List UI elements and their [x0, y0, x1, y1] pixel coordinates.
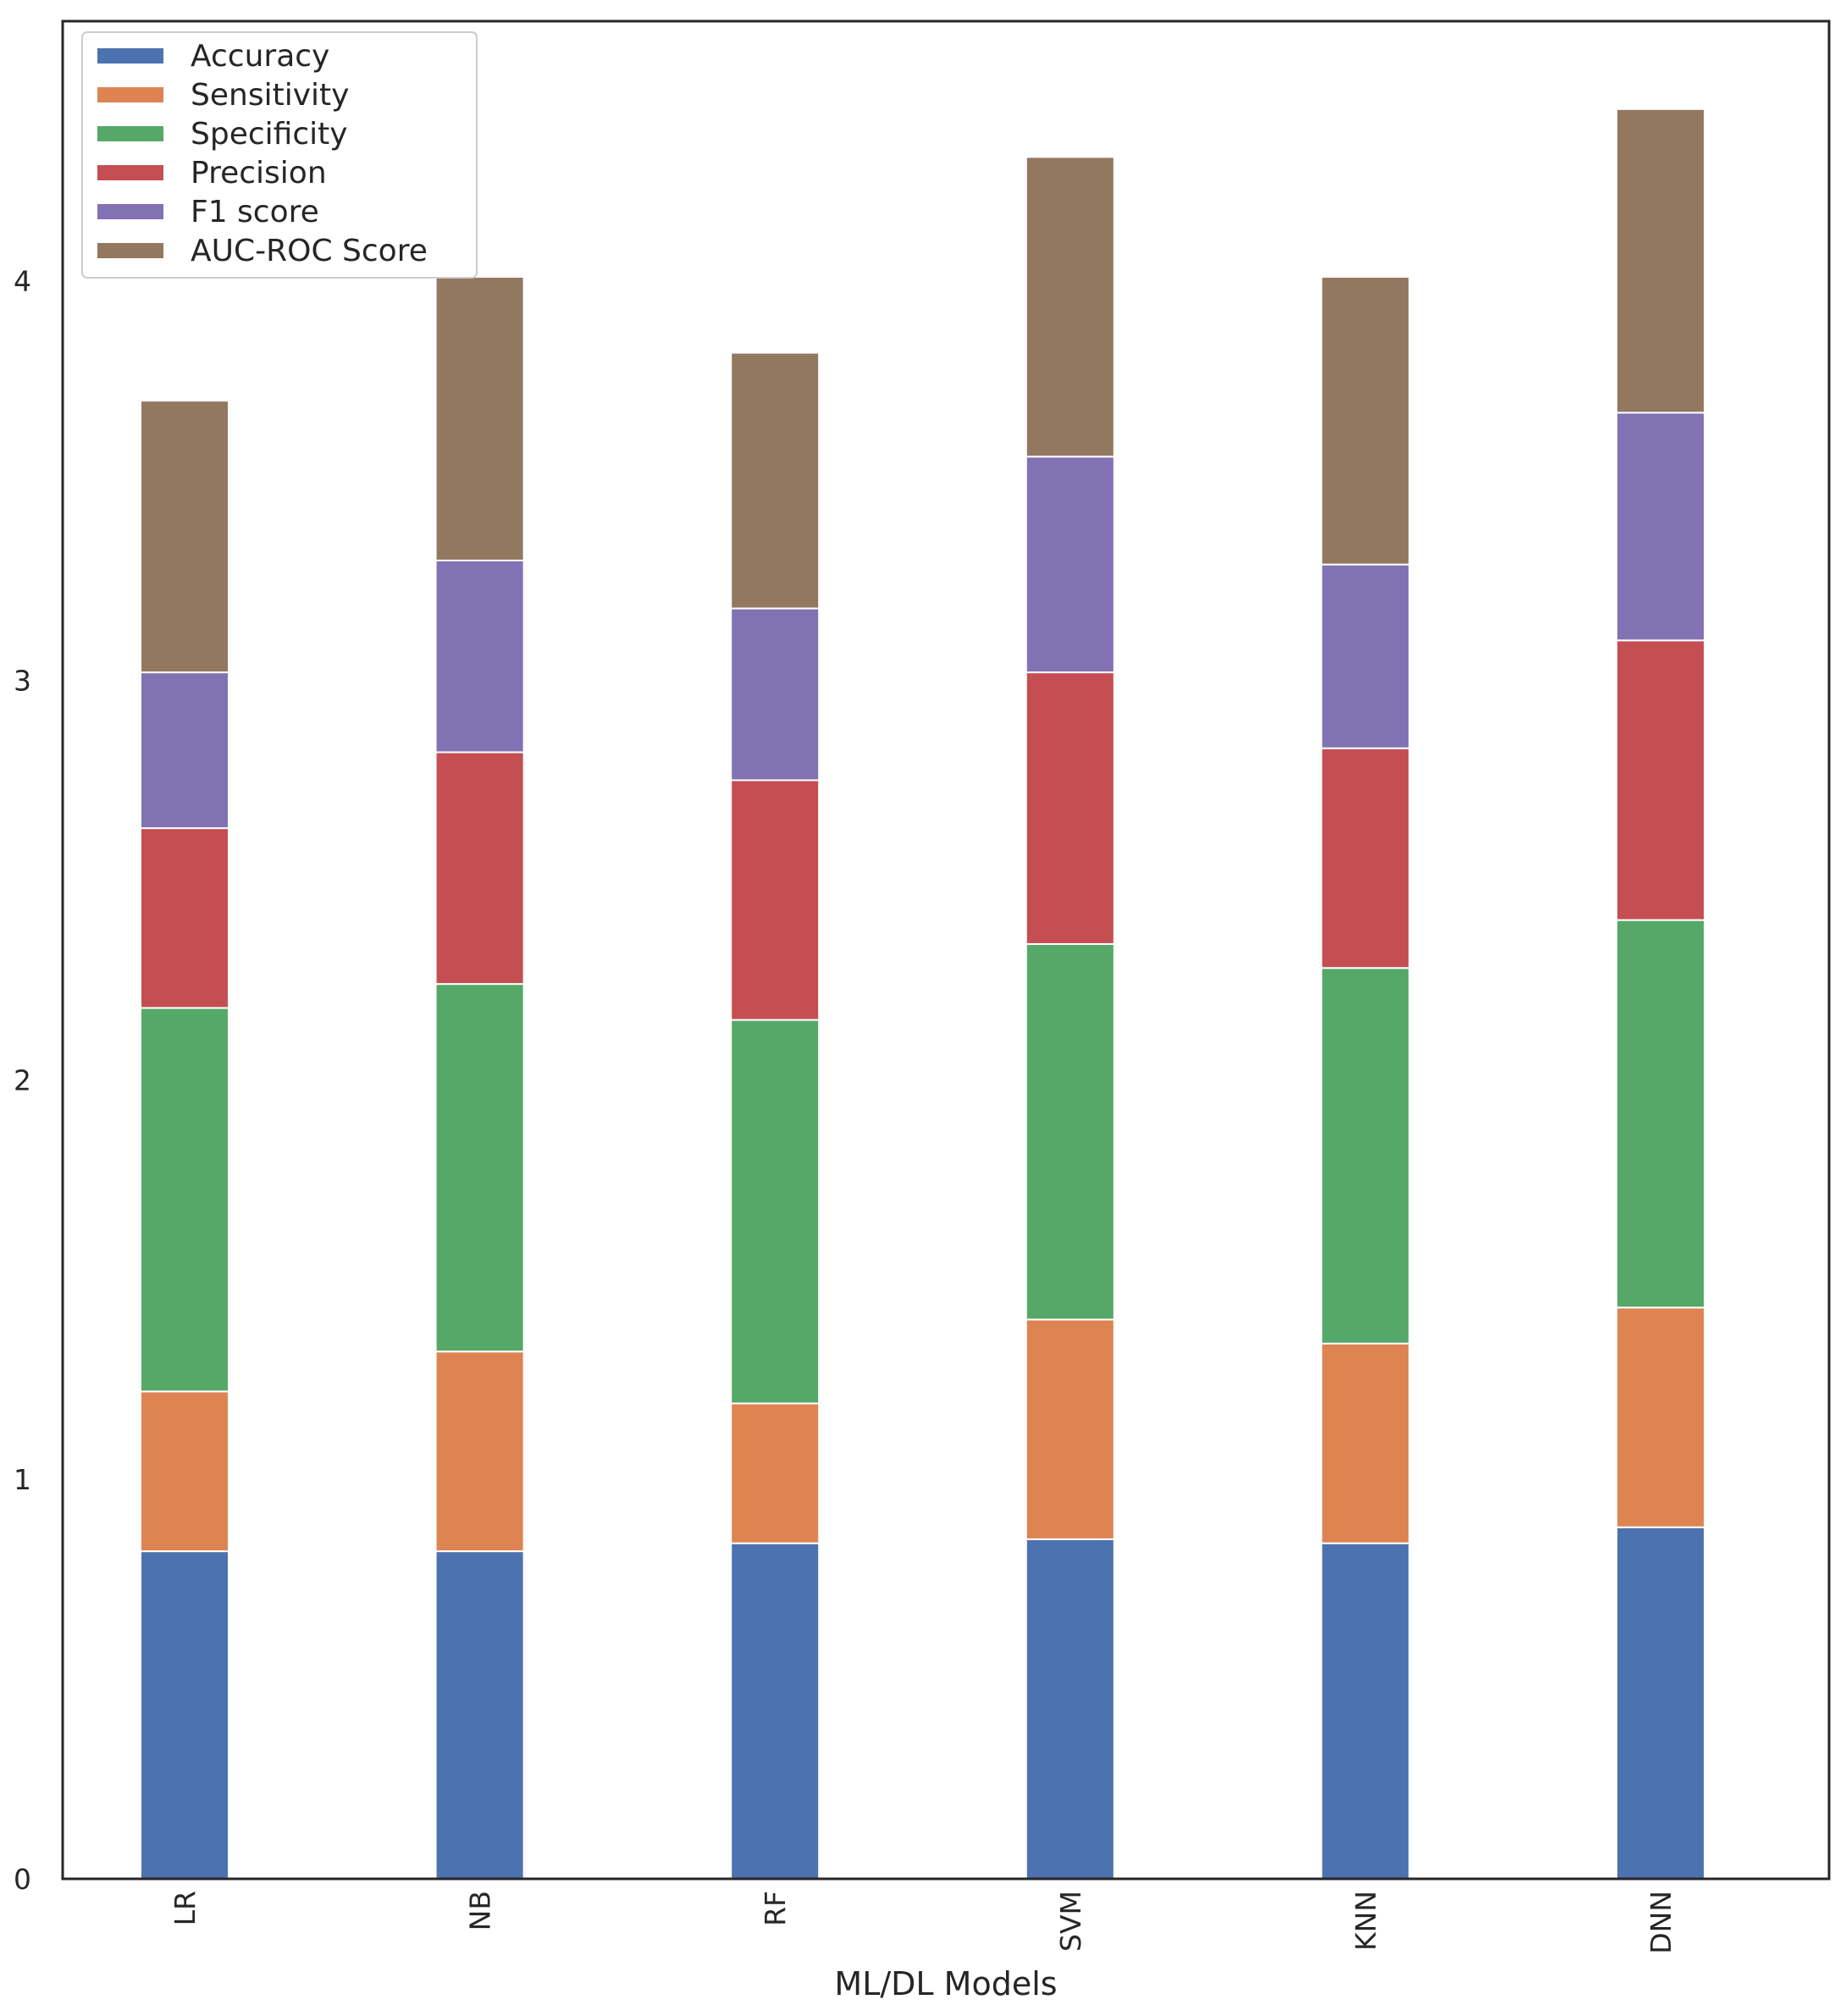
bar-knn-accuracy [1320, 1542, 1411, 1881]
x-tick-label: KNN [1349, 1891, 1382, 1951]
legend-swatch [97, 48, 163, 64]
legend-swatch [97, 126, 163, 141]
legend: Accuracy Sensitivity Specificity Precision F… [81, 31, 478, 279]
bars-layer [140, 108, 1705, 1881]
legend-label: F1 score [191, 195, 319, 229]
legend-label: Specificity [191, 117, 348, 152]
legend-swatch [97, 204, 163, 219]
x-tick-label: RF [759, 1891, 792, 1926]
y-axis: 0 1 2 3 4 [14, 265, 31, 1896]
bar-nb-auc-roc-score [434, 275, 525, 561]
bar-svm-sensitivity [1025, 1318, 1115, 1540]
bar-dnn-precision [1616, 639, 1705, 921]
legend-swatch [97, 243, 163, 258]
bar-dnn-specificity [1616, 919, 1705, 1309]
legend-swatch [97, 165, 163, 180]
bar-knn-f1-score [1320, 563, 1411, 749]
bar-svm-f1-score [1025, 456, 1115, 674]
x-axis-title: ML/DL Models [834, 1965, 1057, 2002]
bar-rf-f1-score [730, 607, 821, 782]
bar-svm-accuracy [1025, 1538, 1115, 1881]
x-tick-label: LR [169, 1891, 202, 1925]
x-tick-label: SVM [1054, 1891, 1087, 1952]
y-tick-label: 2 [14, 1063, 31, 1096]
bar-rf-accuracy [730, 1542, 821, 1881]
bar-svm-auc-roc-score [1025, 156, 1115, 458]
y-tick-label: 0 [14, 1863, 31, 1896]
bar-lr-auc-roc-score [140, 400, 229, 674]
bar-svm-precision [1025, 671, 1115, 945]
y-tick-label: 1 [14, 1463, 31, 1496]
bar-svm-specificity [1025, 942, 1115, 1321]
bar-rf-precision [730, 779, 821, 1021]
bar-lr-sensitivity [140, 1390, 229, 1553]
bar-nb-sensitivity [434, 1350, 525, 1553]
bar-knn-auc-roc-score [1320, 275, 1411, 566]
bar-dnn-auc-roc-score [1616, 108, 1705, 414]
bar-nb-specificity [434, 983, 525, 1353]
plot-frame [61, 19, 1831, 1881]
y-tick-label: 3 [14, 665, 31, 698]
bar-dnn-f1-score [1616, 411, 1705, 642]
bar-dnn-accuracy [1616, 1526, 1705, 1880]
x-tick-label: NB [464, 1891, 497, 1930]
legend-label: Precision [191, 156, 327, 191]
bar-knn-sensitivity [1320, 1342, 1411, 1544]
legend-label: AUC-ROC Score [191, 234, 428, 268]
bar-knn-precision [1320, 747, 1411, 969]
bar-rf-sensitivity [730, 1402, 821, 1544]
x-axis: LR NB RF SVM KNN DNN [169, 1891, 1677, 1954]
bar-lr-f1-score [140, 671, 229, 830]
legend-box [81, 31, 478, 279]
bar-lr-precision [140, 827, 229, 1009]
bar-nb-accuracy [434, 1550, 525, 1880]
bar-nb-precision [434, 751, 525, 986]
bar-lr-specificity [140, 1007, 229, 1393]
legend-swatch [97, 87, 163, 102]
bar-rf-auc-roc-score [730, 351, 821, 610]
legend-label: Sensitivity [191, 78, 349, 113]
x-tick-label: DNN [1644, 1891, 1677, 1954]
bar-dnn-sensitivity [1616, 1306, 1705, 1528]
bar-rf-specificity [730, 1019, 821, 1405]
bar-nb-f1-score [434, 559, 525, 754]
y-tick-label: 4 [14, 265, 31, 298]
legend-label: Accuracy [191, 39, 329, 74]
bar-knn-specificity [1320, 967, 1411, 1345]
bar-lr-accuracy [140, 1550, 229, 1880]
